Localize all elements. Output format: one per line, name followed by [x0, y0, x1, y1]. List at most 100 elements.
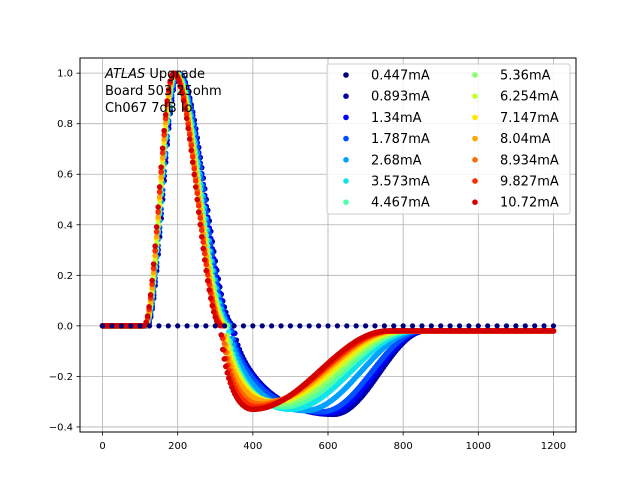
data-point — [438, 323, 444, 329]
legend-label: 8.934mA — [500, 153, 559, 168]
data-point — [161, 132, 167, 138]
data-point — [153, 224, 160, 230]
data-point — [201, 257, 208, 263]
data-point — [541, 323, 547, 329]
ticks: 0 200 400 600 800 1000 1200 −0.4 −0.2 0.0 0.2 0.4 0.… — [49, 69, 566, 452]
data-point — [175, 323, 181, 329]
data-point — [316, 323, 322, 329]
data-point — [200, 245, 207, 252]
data-point — [183, 115, 190, 122]
data-point — [550, 323, 557, 329]
legend-marker — [472, 199, 478, 205]
data-point — [216, 322, 223, 329]
legend-marker — [472, 135, 478, 142]
legend-marker — [343, 135, 349, 142]
data-point — [204, 277, 211, 284]
data-point — [179, 90, 186, 97]
legend-marker — [472, 114, 478, 121]
data-point — [192, 184, 199, 190]
data-point — [185, 125, 192, 132]
data-point — [189, 159, 196, 166]
data-point — [180, 97, 187, 104]
annotation-board: Board 503 25ohm — [105, 84, 222, 99]
legend-marker — [472, 72, 478, 78]
data-point — [156, 189, 163, 195]
y-tick-label: −0.4 — [49, 422, 73, 433]
data-point — [212, 323, 218, 329]
data-point — [447, 323, 453, 329]
data-point — [419, 323, 425, 329]
data-point — [186, 131, 193, 138]
data-point — [161, 127, 167, 134]
data-point — [203, 261, 210, 268]
data-point — [165, 86, 172, 93]
data-point — [153, 233, 160, 240]
legend-label: 1.787mA — [371, 132, 430, 147]
data-point — [159, 150, 166, 156]
data-point — [176, 79, 182, 85]
annotation-channel: Ch067 7dB lo — [105, 101, 192, 116]
data-point — [391, 323, 397, 329]
legend-marker — [343, 178, 349, 184]
data-point — [550, 328, 557, 334]
data-point — [188, 147, 195, 154]
data-point — [147, 292, 154, 298]
legend-label: 7.147mA — [500, 111, 559, 126]
data-point — [155, 204, 161, 210]
data-point — [195, 209, 202, 215]
data-point — [203, 323, 209, 329]
data-point — [259, 323, 265, 329]
data-point — [156, 184, 163, 190]
data-point — [177, 84, 184, 90]
legend-box — [326, 63, 571, 215]
legend-label: 6.254mA — [500, 90, 559, 105]
data-point — [156, 323, 162, 329]
data-point — [222, 363, 229, 370]
legend-marker — [472, 178, 478, 184]
data-point — [532, 323, 538, 329]
data-point — [146, 303, 152, 310]
data-point — [197, 215, 204, 221]
data-point — [146, 323, 153, 329]
data-point — [158, 174, 164, 180]
legend-marker — [343, 93, 349, 99]
data-point — [494, 323, 500, 329]
y-tick-label: 0.8 — [57, 119, 73, 130]
data-point — [150, 261, 157, 267]
data-point — [250, 323, 256, 329]
y-tick-label: 1.0 — [57, 69, 73, 80]
data-point — [203, 267, 210, 274]
data-point — [221, 340, 228, 347]
data-point — [231, 323, 237, 329]
series-0.447mA — [99, 323, 557, 329]
data-point — [428, 323, 434, 329]
x-tick-label: 1000 — [466, 441, 491, 452]
data-point — [198, 227, 205, 234]
data-point — [475, 323, 481, 329]
y-tick-label: 0.4 — [57, 220, 73, 231]
annotation-upgrade: Upgrade — [145, 67, 205, 82]
x-tick-label: 800 — [394, 441, 413, 452]
data-point — [240, 323, 247, 329]
data-point — [334, 323, 340, 329]
data-point — [99, 323, 106, 329]
legend: 0.447mA 0.893mA 1.34mA 1.787mA 2.68mA 3.573mA… — [326, 63, 571, 215]
data-point — [222, 323, 228, 329]
data-point — [198, 233, 205, 240]
data-point — [224, 370, 231, 376]
legend-label: 0.447mA — [371, 69, 430, 84]
data-point — [297, 323, 303, 329]
data-point — [155, 209, 161, 215]
data-point — [278, 323, 284, 329]
data-point — [153, 229, 160, 235]
data-point — [162, 111, 169, 118]
data-point — [161, 136, 167, 143]
data-point — [194, 196, 201, 203]
plot-area: 0 200 400 600 800 1000 1200 −0.4 −0.2 0.0 0.2 0.4 0.… — [49, 57, 577, 452]
data-point — [165, 323, 171, 329]
data-point — [185, 121, 192, 128]
legend-label: 1.34mA — [371, 111, 422, 126]
data-point — [152, 247, 158, 254]
legend-label: 9.827mA — [500, 175, 559, 190]
data-point — [150, 269, 157, 276]
